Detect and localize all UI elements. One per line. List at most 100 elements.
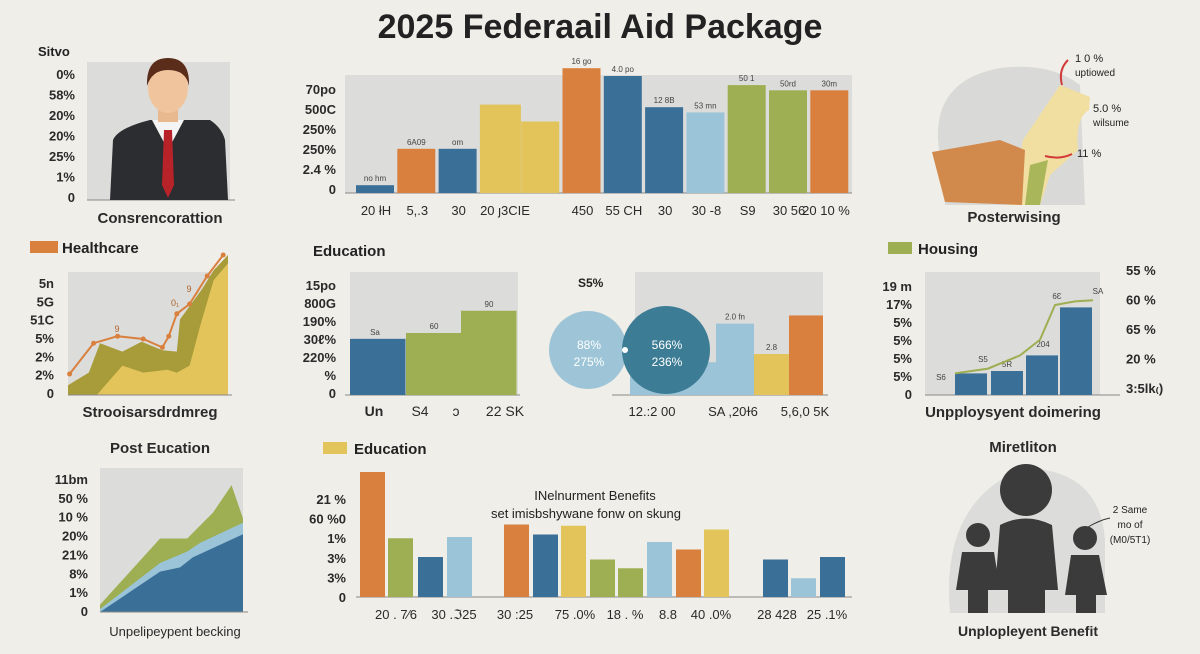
x-tick-label: 20 ȷ3CIE [480,203,530,218]
x-tick-label: 18 . % [607,607,644,622]
y-tick-label: 500C [305,102,337,117]
map-label: 11 % [1077,148,1101,160]
bar-value-label: 60 [430,322,439,331]
housing-caption: Unpploysyent doimering [925,404,1101,421]
y-tick-label: 70po [306,82,336,97]
y-tick-label: 5% [893,333,912,348]
bottom-annotation-title: INelnurment Benefits [534,488,656,503]
healthcare-point [187,301,193,307]
bar [521,121,560,193]
healthcare-chart: Healthcare 5n 5G 51C 5% 2% 2% 0 9 0₁ 9 Strooisars… [30,240,232,421]
bar [360,472,385,597]
y-tick-label: 5% [893,351,912,366]
y-tick-label: 250% [303,142,337,157]
x-tick-label: 28 428 [757,607,797,622]
bar [533,534,558,597]
map-label: 5.0 % [1093,103,1121,115]
x-tick-label: 8.8 [659,607,677,622]
housing-marks: 19 m 17% 5% 5% 5% 5% 0 55 % 60 % 65 % 20 % 3:5lk₍) S… [882,263,1163,402]
venn-chart: S5% 2.0 fn 2.8 12.:2 00 SA ,20ɫ6 5,6,0 5K 88… [549,272,830,419]
bar-value-label: 50 1 [739,74,755,83]
healthcare-line [68,254,224,375]
healthcare-point [67,371,73,377]
bar-value-label: om [452,138,463,147]
right-tick-label: 55 % [1126,263,1156,278]
point-label: 9 [114,324,119,334]
y-tick-label: 50 % [58,491,88,506]
family-panel: Miretliton 2 Same mo of (M0/5T1) Unplopl… [948,439,1150,639]
person-panel: Sitvo 0% 58% 20% 20% 25% 1% 0 Consrencorattion [38,44,235,227]
x-tick-label: ɔ [453,403,460,419]
y-tick-label: 20% [49,108,75,123]
y-tick-label: 5% [35,331,54,346]
y-tick-label: 5% [893,315,912,330]
healthcare-point [115,333,121,339]
x-tick-label: 20 łH [361,203,391,218]
bar [763,559,788,597]
bar [397,148,436,193]
y-tick-label: 3% [327,570,346,585]
post-education-marks: 11bm 50 % 10 % 20% 21% 8% 1% 0 [55,472,243,619]
bar [356,185,394,193]
y-tick-label: 2% [35,349,54,364]
x-tick-label: 5,6,0 5K [781,404,830,419]
x-tick-label: 30 56 [773,203,806,218]
family-pointer [1087,517,1111,528]
y-tick-label: 8% [69,566,88,581]
x-tick-label: 5,.3 [406,203,428,218]
x-tick-label: S4 [411,403,428,419]
map-green-region [1025,160,1048,205]
bar-value-label: 2.8 [766,343,778,352]
education-chart: Education 15po 800G 190% 30ℓ% 220%% 0 Sa 60 90 Un… [303,243,525,419]
top-bar-marks: 70po 500C 250% 250% 2.4 % 0 no hm 6A09 om 16 go 4.… [303,57,851,218]
map-label: 1 0 % [1075,53,1103,65]
blue-area [100,534,243,612]
x-tick-label: 22 SK [486,403,525,419]
bar [479,104,521,193]
y-tick-label: 2% [35,368,54,383]
point-label: 9 [186,284,191,294]
bar-value-label: 50rd [780,79,796,88]
bar [418,557,443,597]
education-heading: Education [313,243,386,260]
y-tick-label: % [324,368,336,383]
bar [1026,355,1058,395]
y-tick-label: 1% [56,170,75,185]
x-tick-label: 30 -8 [692,203,722,218]
bar [769,90,807,193]
y-tick-label: 58% [49,88,75,103]
post-education-title: Post Eucation [110,440,210,457]
x-tick-label: 30 :25 [497,607,533,622]
y-tick-label: 0 [47,386,54,401]
y-tick-label: 51C [30,313,54,328]
housing-chart: Housing 19 m 17% 5% 5% 5% 5% 0 55 % 60 % 65 % 20 %… [882,241,1163,421]
y-tick-label: 0 [339,590,346,605]
bar [991,371,1023,395]
y-tick-label: 2.4 % [303,162,337,177]
map-orange-region [932,140,1025,205]
y-tick-label: 25% [49,149,75,164]
bar [1060,307,1092,395]
post-education-chart: Post Eucation 11bm 50 % 10 % 20% 21% 8% 1% 0 Un… [55,440,248,639]
x-tick-label: 30 [451,203,465,218]
venn-left-value: 275% [574,355,605,369]
x-tick-label: 30 [658,203,672,218]
right-tick-label: 20 % [1126,352,1156,367]
bar-value-label: 16 go [571,57,592,66]
map-panel: 1 0 % uptiowed 5.0 % wilsume 11 % Poster… [932,53,1130,226]
bar [447,537,472,597]
y-tick-label: 0 [329,386,336,401]
yellow-area [96,263,228,395]
family-note: 2 Same [1113,505,1148,516]
y-tick-label: 21% [62,547,88,562]
map-pointer [1059,59,1069,86]
bar [686,112,725,193]
point-label: 0₁ [171,298,179,308]
bar [716,323,754,395]
y-tick-label: 5G [37,294,54,309]
healthcare-point [220,252,226,258]
y-tick-label: 60 %0 [309,512,346,527]
right-tick-label: 3:5lk₍) [1126,381,1163,396]
x-tick-label: 20 . 7⁄6 [375,607,417,622]
